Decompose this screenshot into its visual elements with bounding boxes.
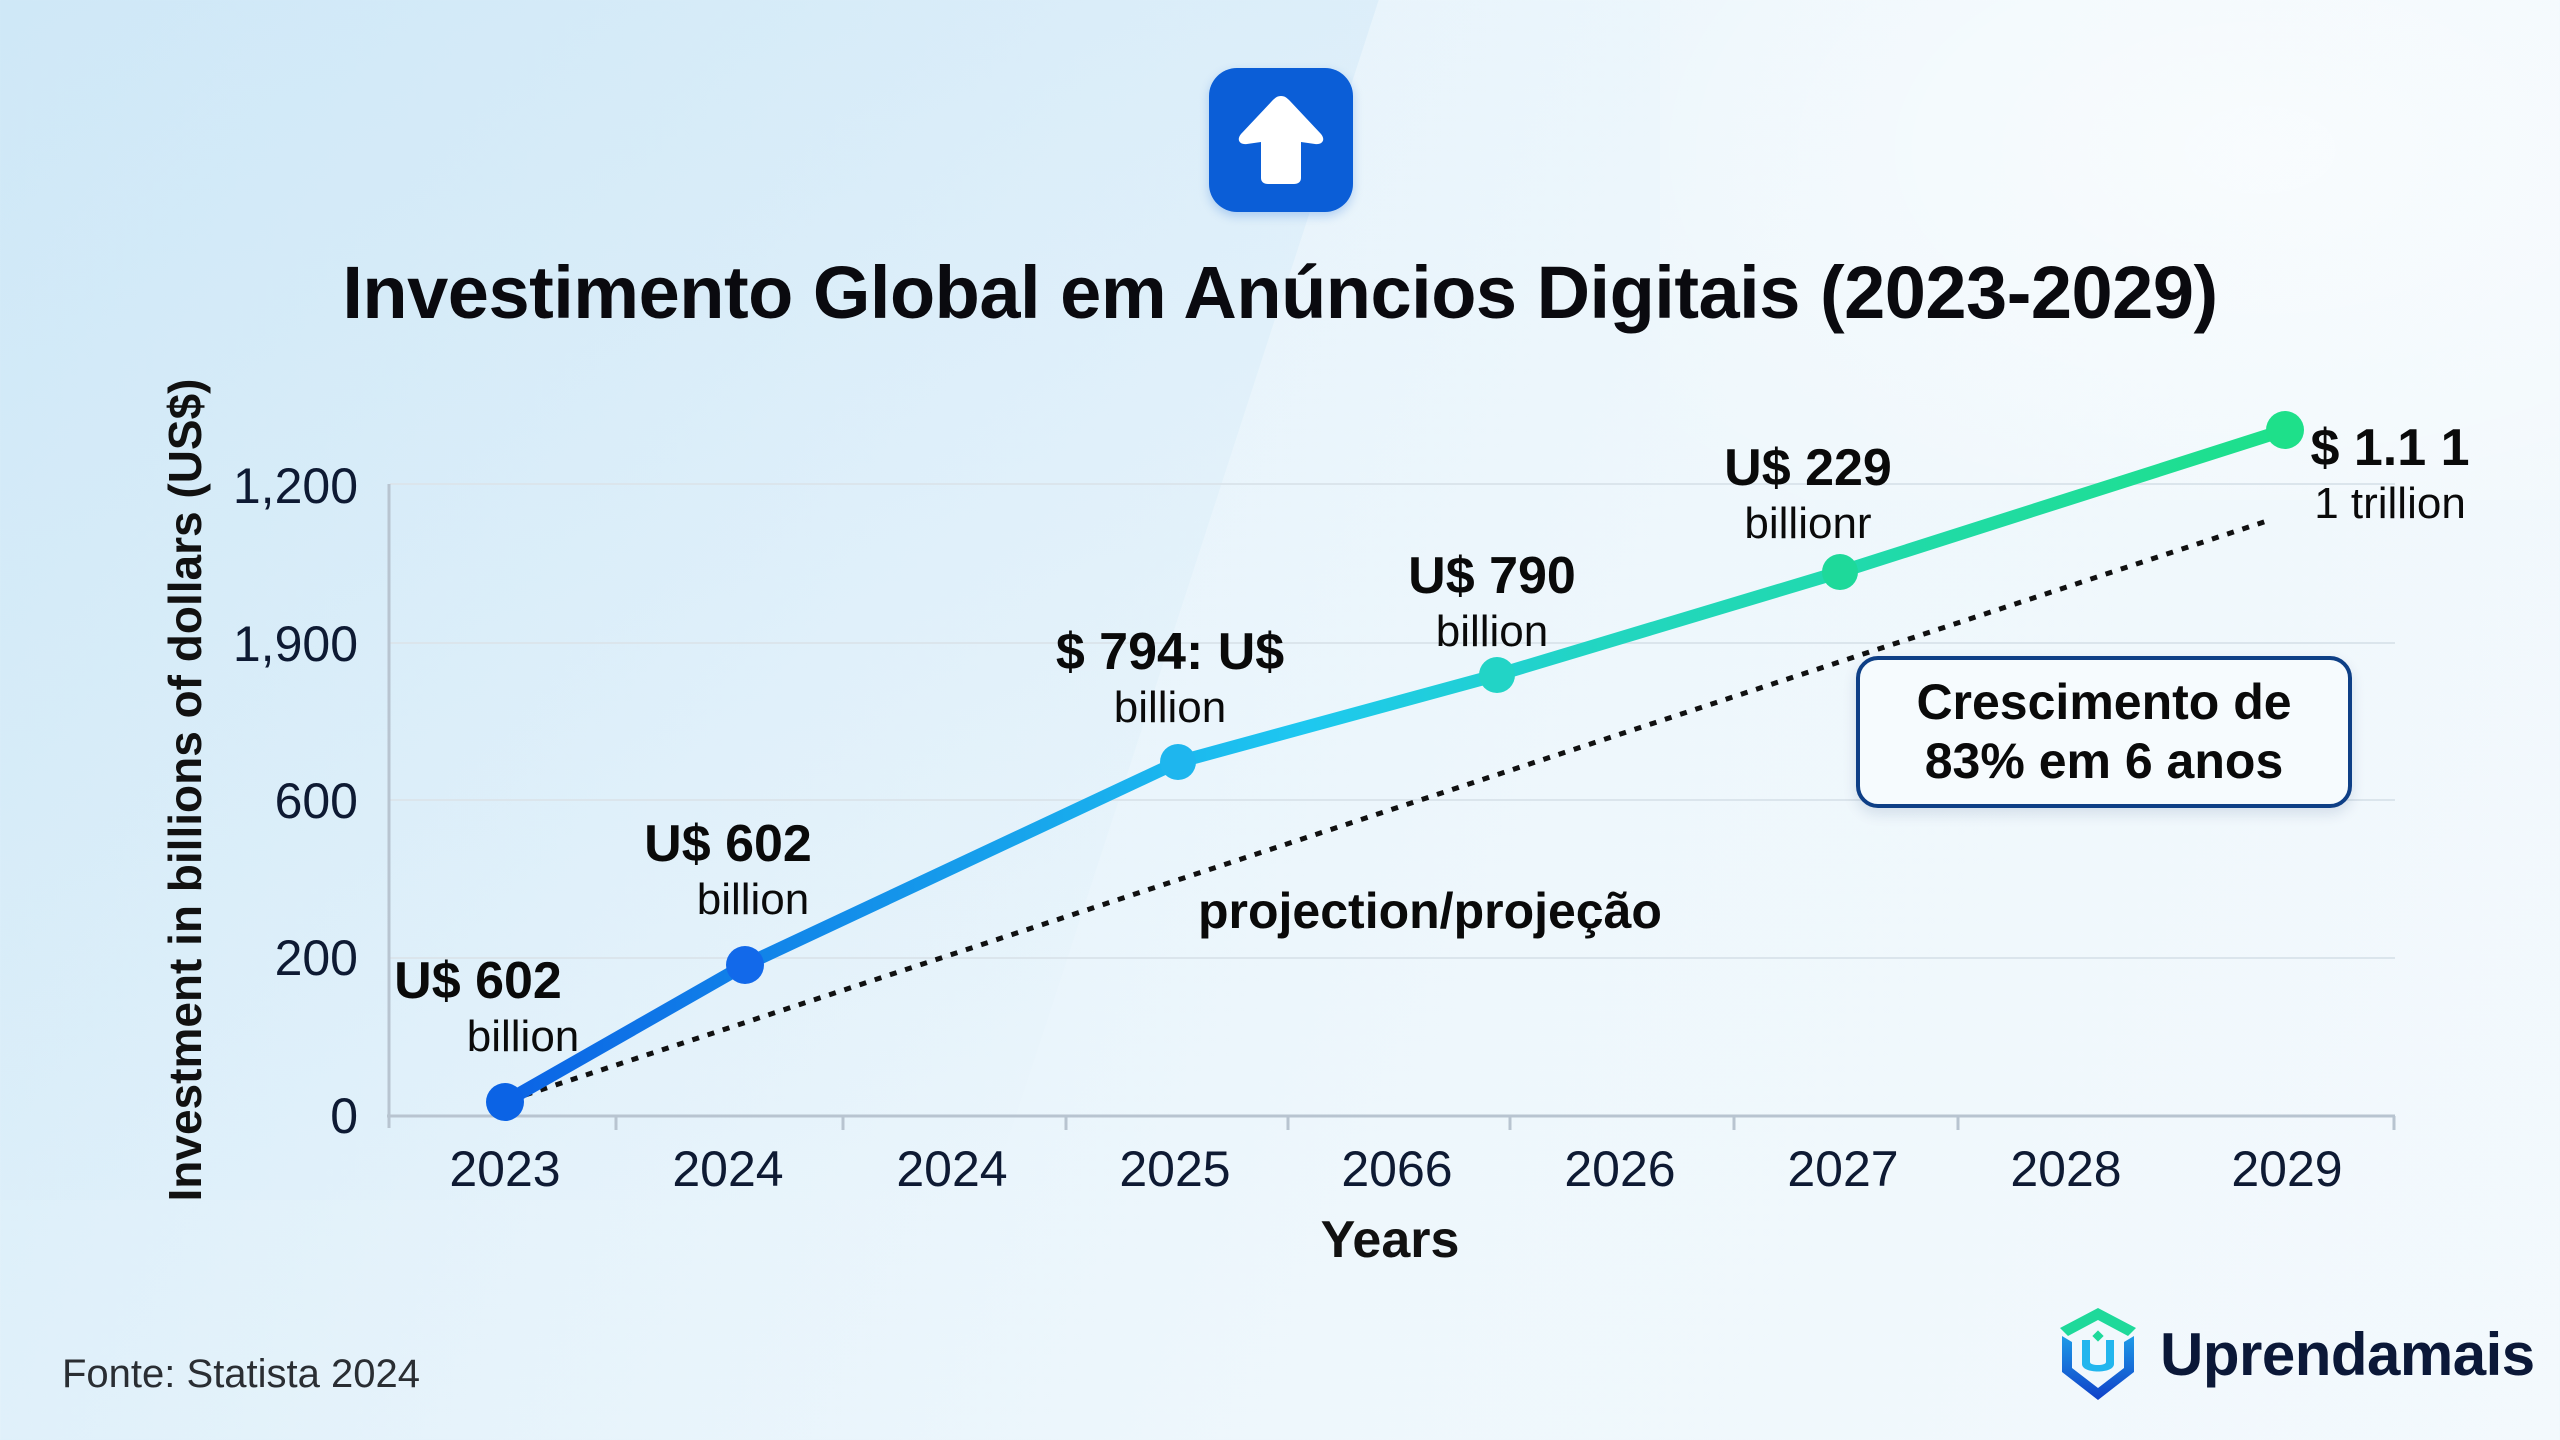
- data-label-2026: U$ 790 billion: [1408, 550, 1576, 654]
- data-label-2029: $ 1.1 1 1 trillion: [2310, 422, 2469, 526]
- x-tick-label: 2026: [1564, 1141, 1676, 1197]
- data-label-unit: billion: [1113, 683, 1227, 732]
- x-tick-label: 2029: [2231, 1141, 2343, 1197]
- data-label-value: U$ 790: [1408, 547, 1576, 605]
- growth-annotation-line1: Crescimento de: [1916, 674, 2292, 730]
- investment-line: [498, 423, 2292, 1109]
- data-label-unit: billion: [696, 875, 810, 924]
- x-tick-label: 2025: [1119, 1141, 1231, 1197]
- data-label-value: U$ 229: [1724, 439, 1892, 497]
- data-label-2023: U$ 602 billion: [377, 952, 580, 1061]
- data-label-2024: U$ 602 billion: [644, 818, 812, 922]
- data-label-value: $ 1.1 1: [2310, 419, 2470, 477]
- data-label-value: U$ 602: [394, 952, 562, 1010]
- axes: [387, 484, 2396, 1130]
- y-tick-label: 1,200: [232, 458, 358, 514]
- data-label-unit: 1 trillion: [2314, 479, 2466, 528]
- source-note: Fonte: Statista 2024: [62, 1352, 421, 1396]
- x-tick-label: 2023: [449, 1141, 561, 1197]
- data-label-value: $ 794: U$: [1055, 623, 1285, 681]
- projection-label: projection/projeção: [1198, 883, 1662, 939]
- x-tick-label: 2024: [672, 1141, 784, 1197]
- data-label-unit: billion: [466, 1012, 580, 1061]
- projection-line: [509, 517, 2271, 1103]
- growth-annotation-box: Crescimento de 83% em 6 anos: [1856, 656, 2352, 808]
- brand-name: Uprendamais: [2160, 1320, 2535, 1388]
- growth-annotation-line2: 83% em 6 anos: [1924, 733, 2284, 789]
- shield-u-logo-icon: [2060, 1308, 2136, 1400]
- y-tick-label: 1,900: [232, 616, 358, 672]
- x-tick-label: 2027: [1787, 1141, 1899, 1197]
- data-label-unit: billion: [1435, 607, 1549, 656]
- x-tick-label: 2024: [896, 1141, 1008, 1197]
- chart-title: Investimento Global em Anúncios Digitais…: [342, 251, 2218, 334]
- brand-logo: Uprendamais: [2058, 1306, 2535, 1402]
- x-tick-label: 2028: [2010, 1141, 2122, 1197]
- y-tick-label: 600: [274, 773, 358, 829]
- x-axis-label: Years: [1320, 1211, 1460, 1269]
- y-tick-label: 200: [274, 930, 358, 986]
- y-tick-label: 0: [330, 1088, 358, 1144]
- data-label-2027: U$ 229 billionr: [1724, 442, 1892, 546]
- data-label-unit: billionr: [1744, 499, 1872, 548]
- x-tick-label: 2066: [1341, 1141, 1453, 1197]
- data-markers: [486, 411, 2304, 1121]
- data-label-value: U$ 602: [644, 815, 812, 873]
- arrow-up-icon: [1209, 68, 1353, 212]
- data-label-2025: $ 794: U$ billion: [1056, 626, 1284, 730]
